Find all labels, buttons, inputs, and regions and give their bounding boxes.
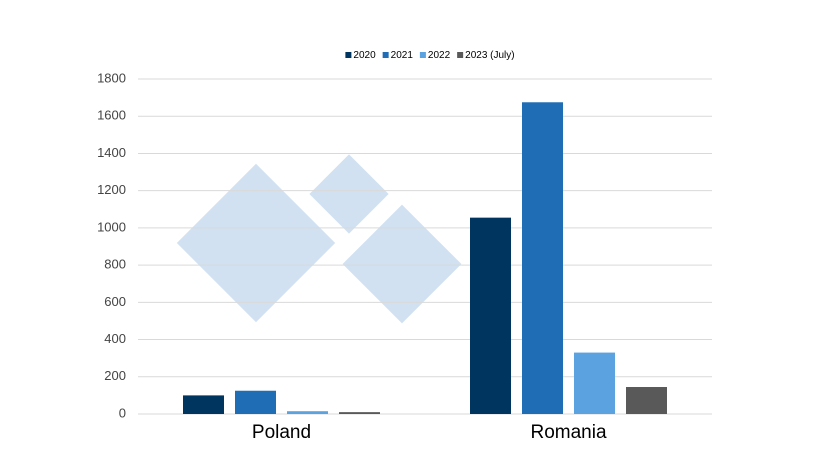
y-tick-label: 1000 (97, 219, 126, 234)
bar (626, 387, 667, 414)
bar (522, 102, 563, 414)
legend-label: 2020 (353, 50, 376, 61)
y-tick-label: 0 (119, 405, 126, 420)
y-tick-label: 800 (104, 257, 126, 272)
y-tick-label: 400 (104, 331, 126, 346)
y-tick-label: 1800 (97, 70, 126, 85)
bar (287, 411, 328, 414)
bar (183, 395, 224, 414)
legend-swatch (457, 52, 464, 58)
y-tick-label: 200 (104, 368, 126, 383)
legend-label: 2023 (July) (465, 50, 514, 61)
x-tick-label: Romania (530, 422, 606, 443)
watermark (176, 154, 462, 324)
legend-swatch (345, 52, 352, 58)
x-tick-label: Poland (252, 422, 311, 443)
bar (235, 390, 276, 414)
legend-swatch (419, 52, 426, 58)
y-tick-label: 1600 (97, 108, 126, 123)
legend-swatch (382, 52, 389, 58)
bar (339, 412, 380, 414)
y-tick-label: 1400 (97, 145, 126, 160)
legend-label: 2021 (391, 50, 414, 61)
y-tick-label: 1200 (97, 182, 126, 197)
bar (574, 352, 615, 414)
bar (470, 217, 511, 414)
legend-label: 2022 (428, 50, 451, 61)
y-tick-label: 600 (104, 294, 126, 309)
